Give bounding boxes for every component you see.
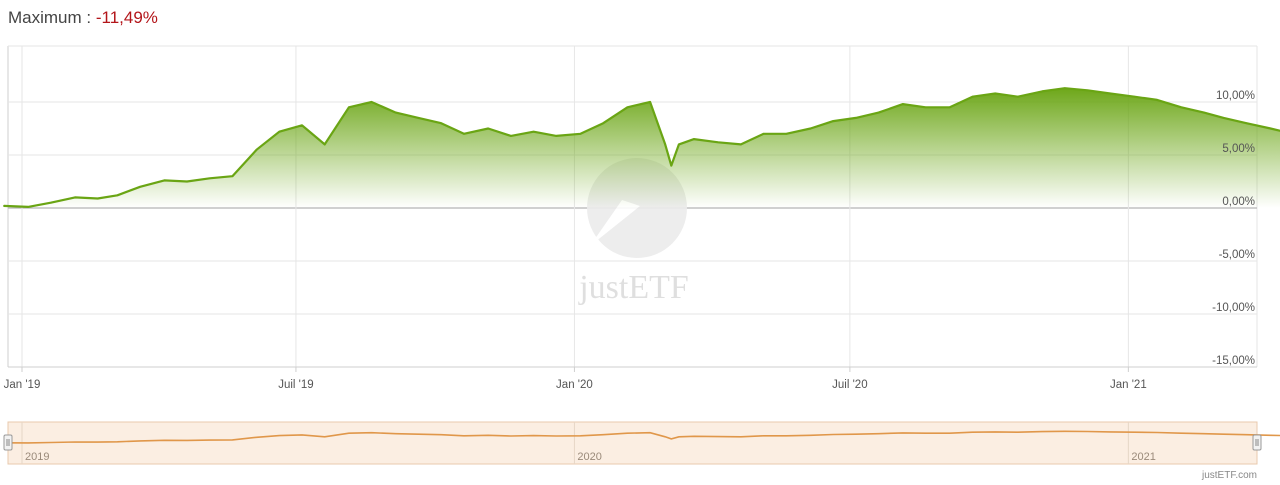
data-point [994,92,996,95]
x-tick-label: Jan '19 [4,379,41,391]
data-point [348,106,350,109]
data-point [1222,117,1225,119]
max-drawdown-value: -11,49% [95,8,158,27]
data-point [902,103,904,105]
data-point [670,164,673,167]
data-point [924,106,927,109]
navigator-line [3,430,1280,444]
positive-area [3,88,1280,208]
data-point [1180,106,1183,109]
data-point [96,197,99,200]
data-point [678,143,680,146]
data-point [186,180,188,183]
data-point [487,127,490,130]
navigator-year-label: 2019 [25,451,49,463]
navigator-right-handle[interactable] [1252,434,1262,451]
data-point [163,179,166,182]
data-point [949,106,951,109]
data-point [740,143,742,146]
data-point [395,111,397,114]
data-point [649,101,651,103]
max-drawdown-header: Maximum : -11,49% [8,8,158,28]
navigator-selection-fill [7,421,1258,465]
data-point [717,141,719,144]
credit-text: justETF.com [1201,470,1257,481]
y-tick-label: -10,00% [1212,302,1255,314]
navigator-left-handle[interactable] [3,434,13,451]
data-point [693,138,695,140]
navigator[interactable]: 20192020202120222023 [3,421,1280,465]
data-point [208,177,211,180]
data-point [1041,90,1043,93]
y-tick-label: -15,00% [1212,355,1255,367]
data-point [1109,92,1111,95]
data-point [323,143,326,146]
positive-line [3,87,1280,208]
x-tick-label: Juil '20 [832,379,867,391]
y-tick-labels: 10,00% 5,00% 0,00% -5,00% -10,00% -15,00% [1212,90,1255,367]
x-tick-label: Juil '19 [278,379,313,391]
y-tick-label: 0,00% [1222,196,1255,208]
data-point [27,206,29,208]
data-point [74,196,76,199]
data-point [579,133,582,135]
data-point [139,186,141,188]
y-tick-label: 10,00% [1216,90,1255,102]
data-point [231,175,234,177]
data-point [370,101,373,103]
data-point [116,194,119,197]
data-point [463,133,465,135]
watermark-text: justETF [578,269,689,306]
data-point [50,201,52,204]
navigator-year-labels: 20192020202120222023 [25,451,1156,463]
data-point [301,124,303,127]
data-point [785,133,788,135]
data-point [1245,122,1248,124]
data-point [278,130,281,133]
data-point [1203,111,1205,114]
data-point [809,127,812,130]
series-layer [3,87,1280,208]
data-point [1269,127,1272,130]
data-point [1156,99,1158,101]
data-point [877,111,880,114]
data-point [417,117,420,119]
data-point [762,133,765,135]
data-point [555,135,558,137]
x-tick-label: Jan '21 [1110,379,1147,391]
y-tick-label: 5,00% [1222,143,1255,155]
data-point [602,122,604,124]
data-point [532,130,535,133]
data-point [255,148,258,151]
data-point [626,106,629,109]
data-point [440,122,443,124]
data-point [1017,95,1019,98]
data-point [664,143,666,146]
y-tick-label: -5,00% [1219,249,1255,261]
data-point [1064,87,1066,89]
x-tick-label: Jan '20 [556,379,593,391]
data-point [971,95,974,98]
data-point [855,117,857,119]
max-drawdown-label: Maximum : [8,8,96,27]
data-point [510,135,512,137]
data-point [1133,95,1136,98]
navigator-year-label: 2020 [577,451,601,463]
data-point [3,205,5,207]
data-point [1086,89,1089,92]
data-point [832,120,834,122]
navigator-year-label: 2021 [1131,451,1155,463]
